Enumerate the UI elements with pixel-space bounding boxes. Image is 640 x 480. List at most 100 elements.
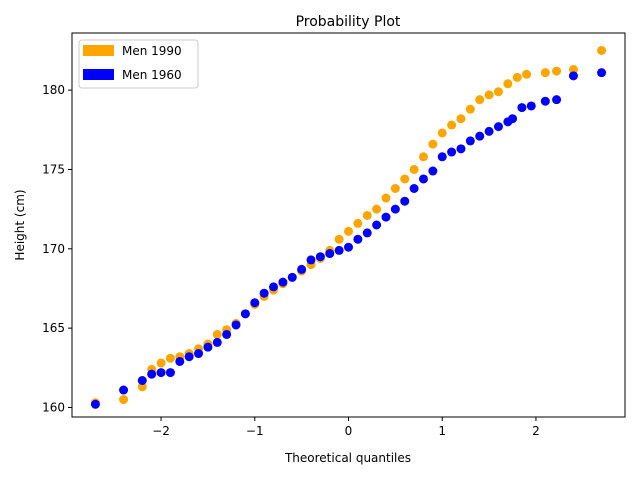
data-point-men-1960-24 [344, 242, 353, 252]
data-point-men-1960-9 [203, 342, 213, 352]
data-point-men-1990-41 [503, 79, 513, 89]
data-point-men-1990-4 [156, 358, 166, 368]
data-point-men-1960-29 [390, 204, 400, 214]
data-point-men-1960-12 [231, 320, 241, 330]
data-point-men-1960-43 [517, 103, 527, 113]
data-point-men-1960-1 [119, 385, 129, 395]
data-point-men-1960-17 [278, 277, 288, 287]
data-point-men-1960-31 [409, 184, 419, 193]
data-point-men-1960-32 [418, 174, 428, 184]
data-point-men-1990-40 [493, 87, 503, 97]
y-axis-label: Height (cm) [13, 189, 27, 260]
data-point-men-1990-35 [447, 120, 457, 130]
data-point-men-1960-36 [456, 144, 466, 154]
data-point-men-1960-30 [400, 196, 410, 206]
data-point-men-1990-1 [119, 395, 129, 405]
data-point-men-1990-10 [212, 329, 222, 339]
y-tick-label: 165 [42, 321, 65, 335]
data-point-men-1990-42 [512, 72, 522, 82]
data-point-men-1960-4 [156, 368, 166, 378]
data-point-men-1960-14 [250, 298, 260, 308]
y-ticks: 160 165 170 175 180 [42, 83, 72, 414]
data-point-men-1990-25 [353, 218, 363, 228]
data-point-men-1990-46 [568, 65, 578, 74]
data-point-men-1960-23 [334, 245, 344, 255]
data-point-men-1960-26 [362, 228, 372, 238]
data-point-men-1960-33 [428, 166, 438, 176]
plot-frame [71, 32, 626, 418]
legend-swatch-men-1990 [83, 45, 114, 56]
data-point-men-1990-29 [390, 184, 400, 193]
x-tick-label: 1 [438, 424, 446, 438]
data-point-men-1990-23 [334, 234, 344, 244]
data-point-men-1990-43 [522, 69, 532, 79]
data-point-men-1960-15 [259, 288, 269, 298]
legend-label-men-1990: Men 1990 [122, 44, 182, 58]
data-point-men-1960-48 [597, 68, 607, 78]
data-point-men-1990-34 [437, 128, 447, 138]
legend-swatch-men-1960 [83, 69, 114, 80]
y-tick-label: 170 [42, 242, 65, 256]
legend: Men 1990 Men 1960 [78, 39, 199, 89]
data-point-men-1960-27 [372, 220, 382, 230]
data-point-men-1990-28 [381, 193, 391, 203]
data-point-men-1990-32 [418, 152, 428, 162]
data-point-men-1960-25 [353, 234, 363, 244]
data-point-men-1960-0 [90, 399, 100, 409]
data-point-men-1960-19 [297, 264, 307, 274]
data-point-men-1960-8 [194, 349, 204, 359]
x-tick-label: 2 [532, 424, 540, 438]
data-point-men-1990-31 [409, 164, 419, 174]
data-point-men-1960-21 [315, 252, 325, 262]
data-markers [90, 45, 607, 409]
data-point-men-1960-44 [526, 101, 536, 111]
data-point-men-1990-37 [465, 104, 475, 114]
x-axis-label: Theoretical quantiles [284, 451, 411, 465]
data-point-men-1990-36 [456, 114, 466, 124]
data-point-men-1960-18 [287, 272, 297, 282]
data-point-men-1960-10 [212, 337, 222, 347]
data-point-men-1990-30 [400, 174, 410, 184]
data-point-men-1960-47 [568, 71, 578, 81]
x-tick-label: −2 [152, 424, 170, 438]
data-point-men-1990-26 [362, 210, 372, 220]
data-point-men-1990-24 [344, 226, 353, 236]
data-point-men-1990-39 [484, 90, 494, 100]
chart-title: Probability Plot [296, 14, 401, 30]
data-point-men-1990-5 [165, 353, 175, 363]
data-point-men-1990-45 [552, 66, 562, 76]
x-ticks: −2 −1 0 1 2 [152, 417, 540, 438]
data-point-men-1990-47 [597, 45, 607, 55]
x-tick-label: 0 [345, 424, 353, 438]
data-point-men-1960-28 [381, 212, 391, 222]
data-point-men-1960-46 [552, 95, 562, 105]
data-point-men-1990-2 [137, 382, 147, 392]
data-point-men-1990-33 [428, 139, 438, 149]
data-point-men-1960-40 [493, 122, 503, 132]
data-point-men-1960-5 [165, 368, 175, 378]
data-point-men-1960-20 [306, 255, 316, 265]
data-point-men-1990-44 [540, 68, 550, 78]
data-point-men-1990-27 [372, 204, 382, 214]
data-point-men-1960-45 [540, 96, 550, 106]
x-tick-label: −1 [246, 424, 264, 438]
y-tick-label: 180 [42, 83, 65, 97]
data-point-men-1960-16 [269, 282, 279, 292]
data-point-men-1990-38 [475, 95, 485, 105]
data-point-men-1960-34 [437, 152, 447, 162]
data-point-men-1960-22 [325, 249, 335, 259]
y-tick-label: 175 [42, 162, 65, 176]
data-point-men-1960-7 [184, 352, 194, 362]
data-point-men-1960-2 [137, 376, 147, 385]
y-tick-label: 160 [42, 400, 65, 414]
data-point-men-1960-42 [508, 114, 518, 124]
data-point-men-1960-38 [475, 131, 485, 141]
data-point-men-1960-3 [147, 369, 157, 379]
data-point-men-1960-6 [175, 356, 185, 366]
data-point-men-1960-11 [222, 329, 232, 339]
data-point-men-1960-37 [465, 136, 475, 146]
legend-label-men-1960: Men 1960 [122, 68, 182, 82]
data-point-men-1960-13 [240, 309, 250, 319]
